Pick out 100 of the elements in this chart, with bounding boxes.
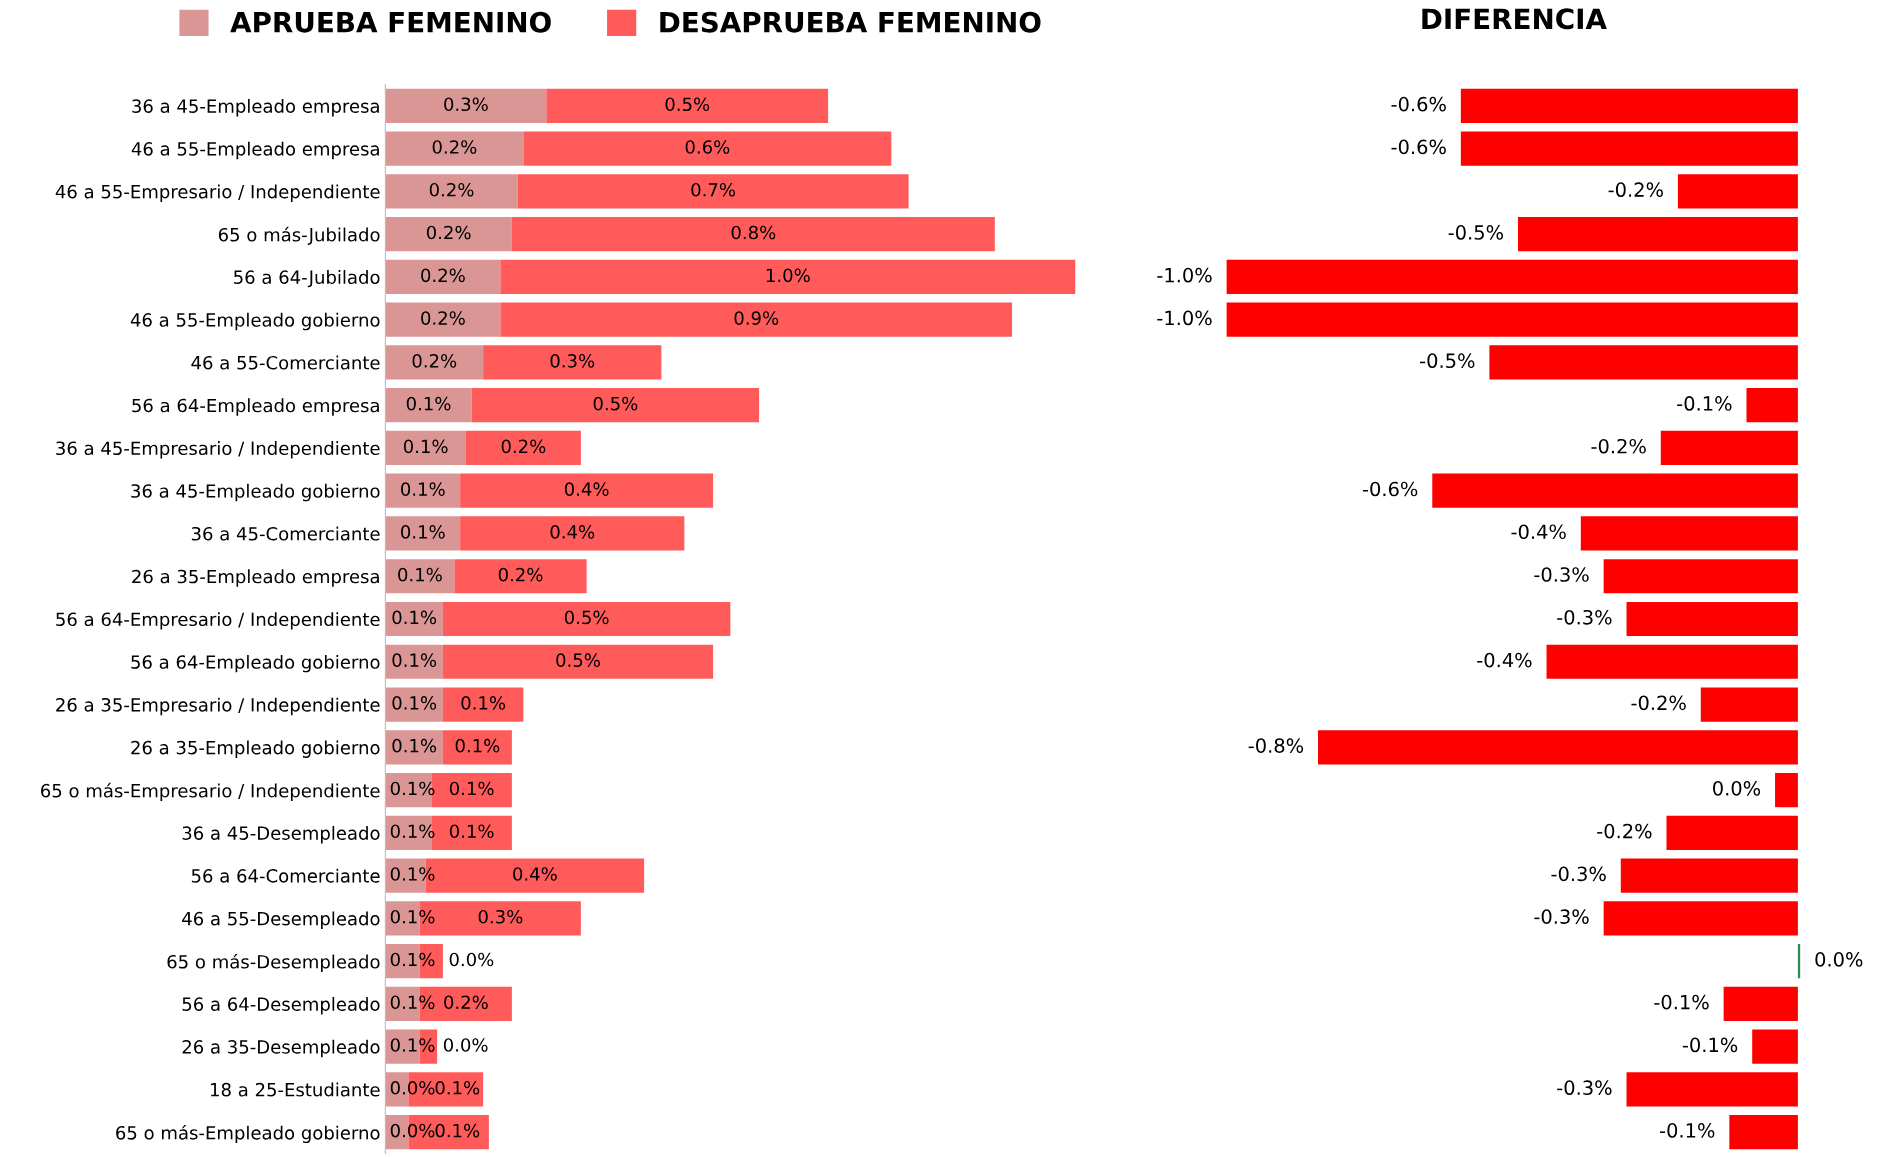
y-tick-label: 65 o más-Jubilado	[218, 226, 380, 245]
bar	[442, 601, 731, 637]
data-label: 0.8%	[731, 225, 776, 240]
data-label: 0.2%	[444, 995, 488, 1010]
data-label: 1.0%	[766, 268, 810, 283]
bar	[483, 345, 662, 380]
bar	[454, 559, 587, 594]
data-label: -0.1%	[1677, 396, 1732, 411]
data-label: 0.7%	[691, 182, 736, 197]
data-label: -0.2%	[1591, 438, 1646, 454]
bar	[385, 601, 443, 637]
data-label: 0.2%	[421, 311, 465, 325]
bar	[385, 217, 512, 252]
data-label: 0.5%	[593, 396, 638, 411]
data-label: 0.1%	[403, 439, 448, 454]
data-label: 0.3%	[550, 354, 595, 368]
bar	[523, 131, 892, 166]
data-label: -0.4%	[1477, 652, 1532, 668]
y-tick-label: 36 a 45-Comerciante	[191, 526, 380, 541]
data-label: 0.3%	[444, 97, 488, 112]
bar	[385, 730, 443, 765]
data-label: 0.1%	[390, 824, 435, 839]
data-label: 0.2%	[432, 140, 477, 154]
data-label: 0.1%	[398, 567, 442, 582]
data-label: 0.1%	[449, 781, 494, 796]
bar	[385, 559, 455, 594]
data-label: 0.4%	[550, 525, 595, 539]
y-tick-label: 56 a 64-Empleado gobierno	[131, 654, 380, 673]
data-label: 0.0%	[1713, 780, 1761, 796]
y-tick-label: 26 a 35-Empleado gobierno	[131, 740, 380, 758]
bar	[511, 217, 995, 252]
y-tick-label: 26 a 35-Empleado empresa	[132, 569, 379, 587]
data-label: -0.3%	[1557, 609, 1612, 625]
bar	[385, 302, 501, 337]
y-tick-label: 46 a 55-Empleado gobierno	[130, 312, 380, 331]
data-label: 0.2%	[501, 439, 546, 454]
data-label: 0.1%	[401, 525, 445, 539]
bar	[385, 345, 484, 380]
data-label: 0.1%	[392, 696, 437, 710]
data-label: 0.0%	[1815, 952, 1863, 967]
y-tick-label: 56 a 64-Desempleado	[182, 997, 380, 1015]
bar	[500, 302, 1013, 337]
data-label: 0.0%	[449, 952, 494, 967]
bar	[460, 473, 714, 508]
data-label: -0.2%	[1597, 823, 1652, 839]
y-tick-label: 56 a 64-Comerciante	[191, 868, 380, 883]
data-label: -1.0%	[1157, 267, 1212, 283]
bar	[385, 259, 501, 294]
legend-label: APRUEBA FEMENINO	[230, 11, 551, 33]
y-tick-label: 36 a 45-Empresario / Independiente	[56, 441, 380, 459]
bar	[471, 388, 760, 423]
data-label: -0.3%	[1551, 866, 1606, 882]
data-label: -0.5%	[1448, 225, 1504, 240]
bar	[385, 473, 461, 508]
bar	[442, 644, 714, 679]
data-label: 0.5%	[564, 610, 609, 625]
data-label: -0.6%	[1362, 481, 1418, 497]
data-label: 0.9%	[734, 311, 779, 325]
data-label: -0.3%	[1534, 567, 1589, 582]
data-label: -0.8%	[1248, 738, 1304, 753]
bar	[385, 388, 472, 423]
data-label: 0.6%	[685, 140, 730, 154]
chart-title: DIFERENCIA	[1422, 8, 1607, 30]
data-label: -0.3%	[1534, 909, 1589, 924]
bar	[385, 687, 443, 722]
data-label: -0.2%	[1631, 695, 1686, 711]
data-label: 0.1%	[392, 610, 437, 625]
data-label: 0.1%	[461, 696, 506, 710]
data-label: 0.0%	[390, 1080, 435, 1095]
bar	[385, 131, 524, 166]
bar	[546, 88, 829, 123]
legend-label: DESAPRUEBA FEMENINO	[660, 11, 1041, 33]
bar	[385, 88, 547, 123]
y-tick-label: 56 a 64-Jubilado	[234, 270, 380, 288]
data-label: 0.1%	[406, 396, 451, 411]
data-label: -0.6%	[1391, 96, 1446, 112]
bar	[517, 174, 909, 209]
y-tick-label: 26 a 35-Empresario / Independiente	[56, 697, 380, 716]
y-tick-label: 56 a 64-Empresario / Independiente	[56, 612, 380, 630]
data-label: -0.1%	[1659, 1123, 1715, 1138]
data-label: 0.1%	[449, 824, 494, 839]
y-tick-label: 56 a 64-Empleado empresa	[132, 398, 379, 416]
bar	[385, 516, 461, 551]
data-label: -0.3%	[1557, 1080, 1612, 1096]
data-label: 0.3%	[478, 909, 523, 924]
data-label: 0.5%	[665, 97, 710, 112]
data-label: -1.0%	[1157, 310, 1212, 326]
bar	[442, 730, 512, 765]
data-label: 0.5%	[556, 653, 600, 667]
data-label: 0.1%	[392, 738, 437, 753]
bar	[465, 430, 581, 466]
data-label: -0.4%	[1511, 524, 1566, 540]
data-label: 0.1%	[401, 482, 445, 496]
data-label: 0.0%	[390, 1123, 435, 1138]
data-label: 0.2%	[429, 182, 474, 197]
data-label: -0.6%	[1391, 139, 1446, 155]
y-tick-label: 46 a 55-Empleado empresa	[131, 141, 379, 160]
data-label: 0.2%	[421, 268, 465, 283]
data-label: -0.1%	[1682, 1037, 1738, 1053]
data-label: 0.1%	[455, 738, 500, 753]
